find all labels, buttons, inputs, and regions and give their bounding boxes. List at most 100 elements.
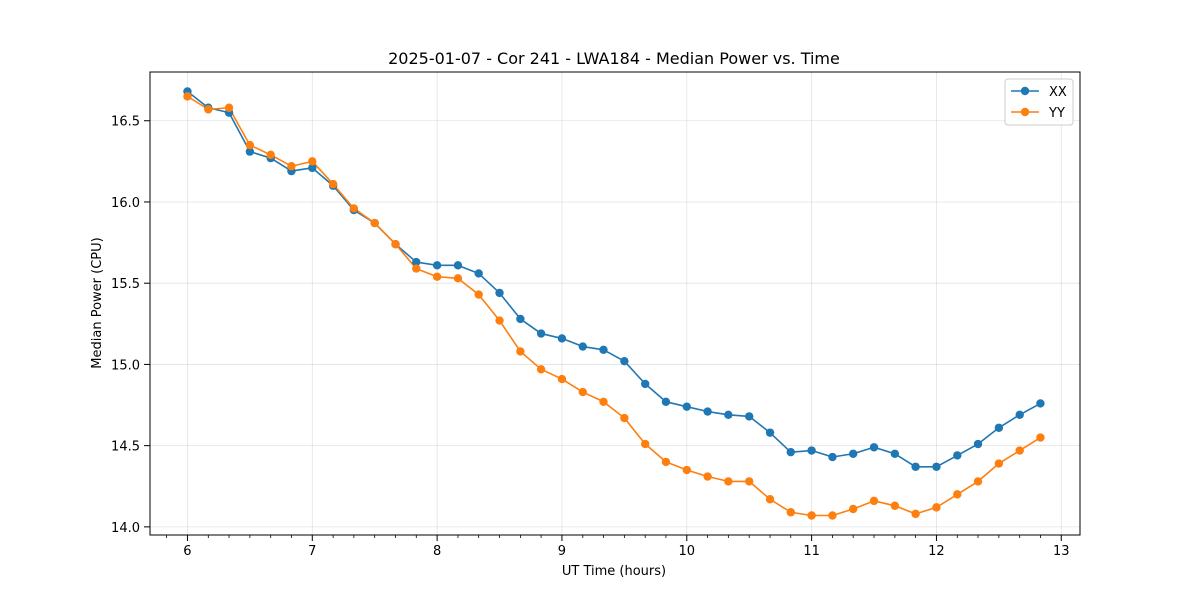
data-point-yy <box>204 105 213 114</box>
data-point-xx <box>994 423 1004 432</box>
data-point-xx <box>911 462 920 471</box>
data-point-yy <box>224 103 234 112</box>
x-tick-label: 8 <box>433 544 441 559</box>
x-tick-label: 7 <box>308 544 316 559</box>
data-point-yy <box>474 290 483 299</box>
data-point-xx <box>765 428 775 437</box>
data-point-yy <box>328 179 338 189</box>
y-tick-label: 14.0 <box>111 521 140 536</box>
data-point-yy <box>641 439 650 449</box>
data-point-yy <box>516 347 525 356</box>
data-point-xx <box>412 257 421 267</box>
data-point-yy <box>890 501 900 510</box>
data-point-xx <box>890 449 900 458</box>
data-point-yy <box>287 162 296 171</box>
data-point-yy <box>1015 446 1024 455</box>
data-point-yy <box>557 374 567 384</box>
data-point-xx <box>848 449 858 458</box>
data-point-yy <box>349 204 359 213</box>
legend-marker-xx <box>1020 86 1030 96</box>
data-point-yy <box>620 413 629 423</box>
data-point-yy <box>578 387 587 397</box>
data-point-yy <box>183 92 192 101</box>
data-point-xx <box>1036 399 1045 408</box>
legend-label-yy: YY <box>1048 106 1065 121</box>
y-tick-label: 16.5 <box>111 115 140 130</box>
data-point-yy <box>1036 433 1045 442</box>
y-tick-label: 16.0 <box>111 196 140 211</box>
data-point-yy <box>599 397 608 406</box>
data-point-yy <box>453 274 463 283</box>
data-point-yy <box>682 465 691 475</box>
data-point-xx <box>744 412 754 421</box>
data-point-yy <box>245 140 255 150</box>
x-tick-label: 13 <box>1053 544 1070 559</box>
data-point-yy <box>869 496 879 506</box>
data-point-xx <box>703 407 712 416</box>
data-point-xx <box>620 356 629 366</box>
y-tick-label: 14.5 <box>111 440 140 455</box>
chart-title: 2025-01-07 - Cor 241 - LWA184 - Median P… <box>388 49 840 68</box>
data-point-yy <box>744 477 754 486</box>
data-point-xx <box>828 452 837 462</box>
legend-marker-yy <box>1020 107 1030 117</box>
y-axis-label: Median Power (CPU) <box>90 237 105 368</box>
data-point-xx <box>641 379 650 389</box>
data-point-xx <box>724 410 733 419</box>
x-tick-label: 10 <box>679 544 696 559</box>
y-axis: 14.0 14.5 15.0 15.5 16.0 16.5 <box>111 115 150 536</box>
grid-lines <box>150 72 1080 535</box>
data-point-xx <box>516 314 525 324</box>
data-point-xx <box>474 269 483 278</box>
data-point-yy <box>703 472 712 481</box>
data-point-yy <box>848 504 858 514</box>
data-point-xx <box>682 402 691 411</box>
legend-label-xx: XX <box>1049 85 1067 100</box>
data-point-yy <box>973 477 983 486</box>
data-point-yy <box>266 150 275 160</box>
data-point-yy <box>994 459 1004 468</box>
data-point-xx <box>495 288 504 298</box>
data-point-yy <box>911 509 920 519</box>
data-point-yy <box>807 511 816 520</box>
data-point-xx <box>661 397 671 406</box>
x-tick-label: 6 <box>183 544 191 559</box>
data-point-yy <box>412 264 421 273</box>
data-point-yy <box>828 511 837 520</box>
data-point-yy <box>432 272 442 281</box>
y-tick-label: 15.5 <box>111 277 140 292</box>
x-tick-label: 11 <box>803 544 820 559</box>
x-axis-label: UT Time (hours) <box>562 564 666 579</box>
data-point-xx <box>308 163 317 173</box>
data-point-yy <box>661 457 671 467</box>
legend: XX YY <box>1004 78 1074 126</box>
series-points <box>183 87 1045 520</box>
data-point-yy <box>786 508 795 517</box>
data-point-xx <box>786 447 795 457</box>
x-tick-label: 12 <box>928 544 945 559</box>
data-point-xx <box>953 451 962 460</box>
data-point-xx <box>578 342 587 351</box>
data-point-yy <box>953 490 962 499</box>
data-point-yy <box>536 365 546 374</box>
data-point-yy <box>765 495 775 504</box>
data-point-yy <box>308 157 317 166</box>
x-tick-label: 9 <box>558 544 566 559</box>
data-point-xx <box>432 261 442 270</box>
data-point-yy <box>370 218 379 228</box>
data-point-xx <box>557 334 567 343</box>
x-axis: 6 7 8 9 10 11 12 13 <box>166 535 1070 559</box>
data-point-xx <box>973 439 983 449</box>
y-tick-label: 15.0 <box>111 358 140 373</box>
data-point-xx <box>536 329 546 338</box>
data-point-xx <box>932 462 941 471</box>
data-point-yy <box>724 477 733 486</box>
plot-frame <box>149 71 1081 536</box>
data-point-yy <box>932 503 941 512</box>
data-point-xx <box>453 261 463 270</box>
data-point-xx <box>807 446 816 455</box>
data-point-xx <box>599 345 608 354</box>
data-point-xx <box>245 147 255 156</box>
